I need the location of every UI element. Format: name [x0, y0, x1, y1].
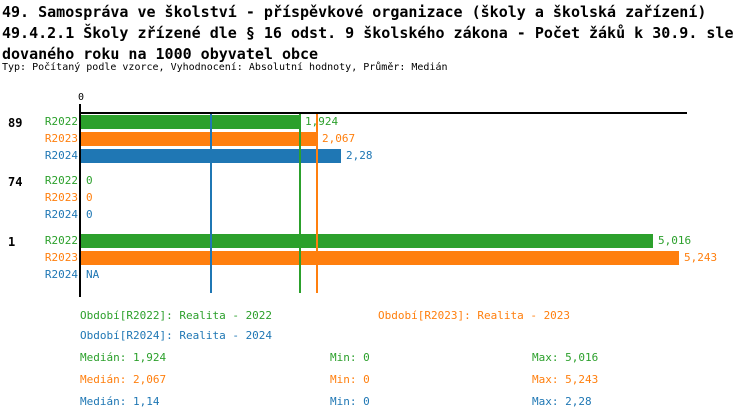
- series-row-label: R2022: [44, 234, 78, 247]
- bar-r2022-group2: [81, 234, 653, 248]
- bar-r2023-group2: [81, 251, 679, 265]
- stat-median-r2023: Medián: 2,067: [80, 373, 167, 386]
- legend-item-r2024: Období[R2024]: Realita - 2024: [80, 329, 273, 342]
- bar-value-label: 2,28: [346, 149, 373, 162]
- bar-value-label: 1,924: [305, 115, 339, 128]
- chart-title-line-1: 49. Samospráva ve školství - příspěvkové…: [2, 3, 707, 21]
- bar-value-label: NA: [86, 268, 100, 281]
- bar-value-label: 2,067: [322, 132, 356, 145]
- median-line-r2023: [316, 114, 318, 293]
- series-row-label: R2023: [44, 251, 78, 264]
- stat-min-r2022: Min: 0: [330, 351, 370, 364]
- group-count-label: 74: [8, 175, 23, 189]
- bar-r2022-group0: [81, 115, 300, 129]
- bar-value-label: 0: [86, 191, 93, 204]
- legend-item-r2022: Období[R2022]: Realita - 2022: [80, 309, 273, 322]
- median-line-r2024: [210, 114, 212, 293]
- bar-r2023-group0: [81, 132, 317, 146]
- y-axis-line: [79, 104, 81, 297]
- stat-max-r2023: Max: 5,243: [532, 373, 599, 386]
- bar-value-label: 5,243: [684, 251, 718, 264]
- group-count-label: 1: [8, 235, 16, 249]
- stat-max-r2022: Max: 5,016: [532, 351, 599, 364]
- series-row-label: R2024: [44, 208, 78, 221]
- stat-max-r2024: Max: 2,28: [532, 395, 592, 408]
- stat-median-r2024: Medián: 1,14: [80, 395, 160, 408]
- stat-min-r2024: Min: 0: [330, 395, 370, 408]
- median-line-r2022: [299, 114, 301, 293]
- series-row-label: R2022: [44, 174, 78, 187]
- stat-median-r2022: Medián: 1,924: [80, 351, 167, 364]
- bar-value-label: 0: [86, 208, 93, 221]
- chart-title-line-2: 49.4.2.1 Školy zřízené dle § 16 odst. 9 …: [2, 24, 734, 42]
- stat-min-r2023: Min: 0: [330, 373, 370, 386]
- chart-subtitle: Typ: Počítaný podle vzorce, Vyhodnocení:…: [2, 62, 448, 73]
- chart-title-line-3: dovaného roku na 1000 obyvatel obce: [2, 45, 319, 63]
- bar-value-label: 5,016: [658, 234, 692, 247]
- legend-item-r2023: Období[R2023]: Realita - 2023: [378, 309, 571, 322]
- series-row-label: R2024: [44, 149, 78, 162]
- series-row-label: R2023: [44, 132, 78, 145]
- series-row-label: R2024: [44, 268, 78, 281]
- x-axis-zero-tick-label: 0: [78, 92, 85, 103]
- series-row-label: R2023: [44, 191, 78, 204]
- group-count-label: 89: [8, 116, 23, 130]
- series-row-label: R2022: [44, 115, 78, 128]
- x-axis-line: [80, 112, 687, 114]
- bar-value-label: 0: [86, 174, 93, 187]
